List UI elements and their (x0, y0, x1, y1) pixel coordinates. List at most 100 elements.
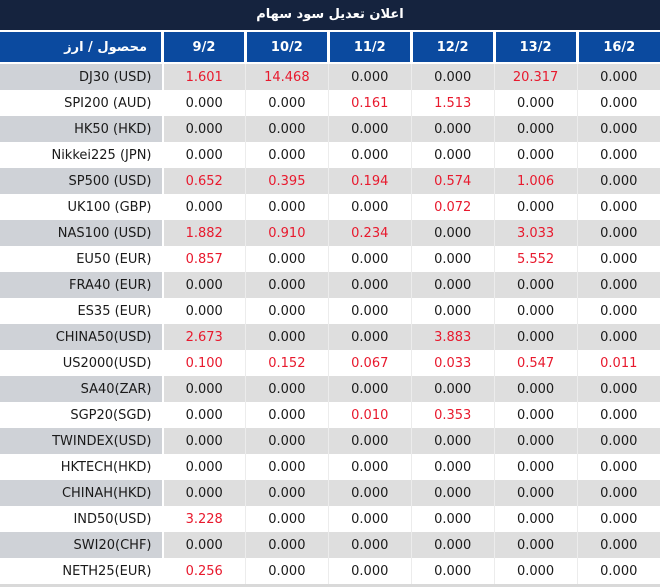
row-label: EU50 (EUR) (0, 246, 163, 272)
value-cell: 0.000 (493, 532, 578, 558)
row-label: TWINDEX(USD) (0, 428, 163, 454)
value-cell: 0.000 (493, 402, 578, 428)
value-cell: 3.883 (410, 324, 495, 350)
value-cell: 0.000 (244, 272, 329, 298)
value-cell: 0.395 (244, 168, 329, 194)
value-cell: 0.000 (410, 376, 495, 402)
table-row: HK50 (HKD) 0.000 0.000 0.000 0.000 0.000 0.000 (0, 116, 660, 142)
value-cell: 0.000 (161, 298, 246, 324)
row-label: HKTECH(HKD) (0, 454, 163, 480)
value-cell: 0.000 (493, 116, 578, 142)
value-cell: 0.000 (244, 428, 329, 454)
value-cell: 0.072 (410, 194, 495, 220)
value-cell: 1.601 (161, 63, 246, 90)
value-cell: 0.000 (576, 324, 660, 350)
row-label: ES35 (EUR) (0, 298, 163, 324)
value-cell: 0.000 (161, 428, 246, 454)
row-label: SPI200 (AUD) (0, 90, 163, 116)
value-cell: 0.000 (161, 142, 246, 168)
value-cell: 0.000 (576, 298, 660, 324)
value-cell: 0.000 (244, 298, 329, 324)
value-cell: 0.910 (244, 220, 329, 246)
value-cell: 0.000 (576, 246, 660, 272)
value-cell: 0.000 (493, 454, 578, 480)
row-label: UK100 (GBP) (0, 194, 163, 220)
value-cell: 0.000 (493, 272, 578, 298)
row-label: FRA40 (EUR) (0, 272, 163, 298)
value-cell: 0.161 (327, 90, 412, 116)
column-header-date: 16/2 (575, 32, 660, 64)
value-cell: 5.552 (493, 246, 578, 272)
value-cell: 0.000 (161, 532, 246, 558)
value-cell: 0.000 (576, 63, 660, 90)
value-cell: 2.673 (161, 324, 246, 350)
value-cell: 0.547 (493, 350, 578, 376)
value-cell: 1.513 (410, 90, 495, 116)
value-cell: 0.000 (576, 194, 660, 220)
row-label: US2000(USD) (0, 350, 163, 376)
value-cell: 0.000 (327, 532, 412, 558)
value-cell: 0.000 (244, 506, 329, 532)
value-cell: 0.000 (244, 246, 329, 272)
column-header-date: 11/2 (326, 32, 412, 64)
column-header-date: 9/2 (161, 32, 246, 64)
value-cell: 0.000 (244, 324, 329, 350)
value-cell: 0.000 (244, 90, 329, 116)
table-row: Nikkei225 (JPN) 0.000 0.000 0.000 0.000 0.000… (0, 142, 660, 168)
value-cell: 0.000 (161, 90, 246, 116)
value-cell: 0.000 (576, 116, 660, 142)
value-cell: 0.000 (410, 246, 495, 272)
value-cell: 0.067 (327, 350, 412, 376)
value-cell: 0.033 (410, 350, 495, 376)
value-cell: 0.000 (161, 454, 246, 480)
value-cell: 0.353 (410, 402, 495, 428)
row-label: NETH25(EUR) (0, 558, 163, 586)
value-cell: 0.000 (161, 376, 246, 402)
value-cell: 0.000 (327, 298, 412, 324)
value-cell: 0.000 (493, 90, 578, 116)
value-cell: 0.000 (493, 194, 578, 220)
value-cell: 0.000 (576, 142, 660, 168)
table-row: TWINDEX(USD) 0.000 0.000 0.000 0.000 0.000 0.0… (0, 428, 660, 454)
value-cell: 14.468 (244, 63, 329, 90)
table-row: ES35 (EUR) 0.000 0.000 0.000 0.000 0.000 0.000 (0, 298, 660, 324)
value-cell: 0.000 (327, 63, 412, 90)
table-row: CHINA50(USD) 2.673 0.000 0.000 3.883 0.000 0.0… (0, 324, 660, 350)
value-cell: 0.000 (493, 142, 578, 168)
header-row: محصول / ارز 9/2 10/2 11/2 12/2 13/2 16/2 (0, 32, 660, 64)
value-cell: 0.000 (327, 480, 412, 506)
value-cell: 0.000 (410, 532, 495, 558)
value-cell: 0.000 (493, 298, 578, 324)
row-label: CHINA50(USD) (0, 324, 163, 350)
value-cell: 0.000 (576, 454, 660, 480)
value-cell: 0.000 (327, 558, 412, 586)
value-cell: 0.000 (493, 558, 578, 586)
value-cell: 0.100 (161, 350, 246, 376)
table-row: HKTECH(HKD) 0.000 0.000 0.000 0.000 0.000 0.00… (0, 454, 660, 480)
table-row: UK100 (GBP) 0.000 0.000 0.000 0.072 0.000 0.00… (0, 194, 660, 220)
value-cell: 0.000 (161, 402, 246, 428)
value-cell: 0.000 (576, 532, 660, 558)
row-label: CHINAH(HKD) (0, 480, 163, 506)
value-cell: 0.000 (161, 194, 246, 220)
row-label: SGP20(SGD) (0, 402, 163, 428)
value-cell: 0.000 (327, 506, 412, 532)
value-cell: 0.010 (327, 402, 412, 428)
value-cell: 0.256 (161, 558, 246, 586)
value-cell: 0.000 (327, 142, 412, 168)
value-cell: 0.000 (244, 142, 329, 168)
row-label: NAS100 (USD) (0, 220, 163, 246)
value-cell: 0.574 (410, 168, 495, 194)
table-body: DJ30 (USD) 1.601 14.468 0.000 0.000 20.317 0.0… (0, 63, 660, 586)
value-cell: 0.000 (576, 402, 660, 428)
table-row: SWI20(CHF) 0.000 0.000 0.000 0.000 0.000 0.000 (0, 532, 660, 558)
value-cell: 0.000 (410, 506, 495, 532)
value-cell: 0.000 (410, 480, 495, 506)
row-label: DJ30 (USD) (0, 63, 163, 90)
row-label: HK50 (HKD) (0, 116, 163, 142)
value-cell: 0.652 (161, 168, 246, 194)
table-row: US2000(USD) 0.100 0.152 0.067 0.033 0.547 0.01… (0, 350, 660, 376)
table-row: SA40(ZAR) 0.000 0.000 0.000 0.000 0.000 0.000 (0, 376, 660, 402)
column-header-date: 10/2 (243, 32, 329, 64)
